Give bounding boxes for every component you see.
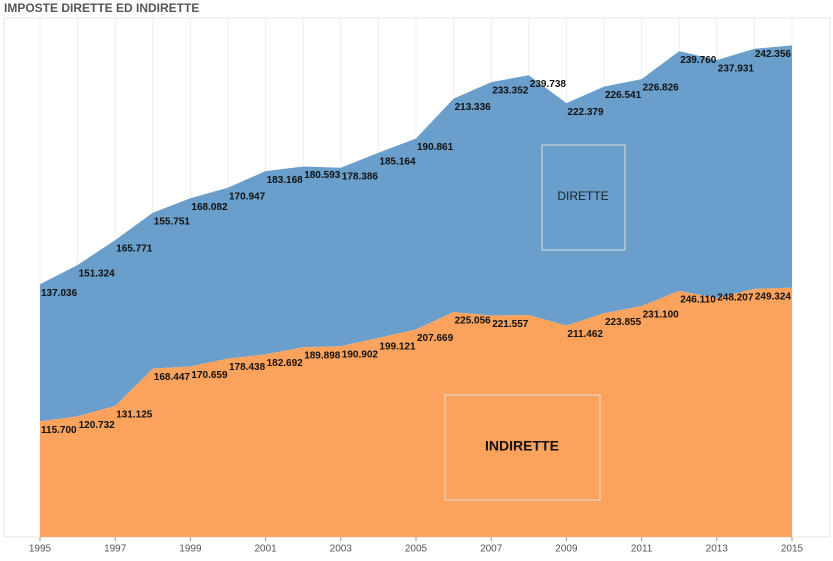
data-label: 170.659 bbox=[191, 370, 228, 381]
data-label: 199.121 bbox=[379, 342, 416, 353]
data-label: 207.669 bbox=[417, 333, 454, 344]
data-label: 225.056 bbox=[455, 316, 492, 327]
data-label: 168.082 bbox=[191, 202, 228, 213]
data-label: 178.386 bbox=[342, 171, 379, 182]
data-label: 190.902 bbox=[342, 350, 379, 361]
data-label: 115.700 bbox=[41, 425, 77, 436]
x-tick-label: 1995 bbox=[29, 544, 52, 555]
data-label: 151.324 bbox=[79, 269, 116, 280]
area bbox=[40, 45, 792, 422]
area bbox=[40, 287, 792, 537]
x-tick-label: 1997 bbox=[104, 544, 127, 555]
x-tick-label: 1999 bbox=[179, 544, 202, 555]
data-label: 178.438 bbox=[229, 362, 266, 373]
annotation-box bbox=[444, 394, 601, 501]
data-label: 249.324 bbox=[755, 291, 792, 302]
data-label: 233.352 bbox=[492, 86, 529, 97]
data-label: 189.898 bbox=[304, 351, 341, 362]
data-label: 120.732 bbox=[79, 420, 116, 431]
data-label: 185.164 bbox=[379, 156, 416, 167]
data-label: 222.379 bbox=[567, 107, 604, 118]
data-label: 226.541 bbox=[605, 90, 642, 101]
data-label: 182.692 bbox=[267, 358, 304, 369]
data-label: 223.855 bbox=[605, 317, 642, 328]
x-tick-label: 2001 bbox=[254, 544, 277, 555]
data-label: 170.947 bbox=[229, 191, 266, 202]
annotation-box bbox=[541, 144, 626, 251]
x-tick-label: 2013 bbox=[706, 544, 729, 555]
data-label: 165.771 bbox=[116, 244, 153, 255]
data-label: 239.738 bbox=[530, 79, 567, 90]
series-annotation: INDIRETTE bbox=[485, 438, 559, 454]
x-tick-label: 2003 bbox=[330, 544, 353, 555]
x-tick-label: 2009 bbox=[555, 544, 578, 555]
data-label: 248.207 bbox=[717, 292, 754, 303]
data-label: 211.462 bbox=[567, 329, 603, 340]
data-label: 183.168 bbox=[267, 175, 304, 186]
data-label: 239.760 bbox=[680, 55, 717, 66]
x-tick-label: 2007 bbox=[480, 544, 503, 555]
x-tick-label: 2015 bbox=[781, 544, 804, 555]
x-tick-label: 2005 bbox=[405, 544, 428, 555]
data-label: 246.110 bbox=[680, 295, 716, 306]
data-label: 190.861 bbox=[417, 142, 454, 153]
data-label: 237.931 bbox=[718, 64, 755, 75]
data-label: 221.557 bbox=[492, 319, 529, 330]
data-label: 213.336 bbox=[455, 102, 492, 113]
chart-title: IMPOSTE DIRETTE ED INDIRETTE bbox=[4, 1, 199, 15]
data-label: 137.036 bbox=[41, 288, 78, 299]
data-label: 226.826 bbox=[643, 83, 680, 94]
data-label: 168.447 bbox=[154, 372, 191, 383]
series-annotation: DIRETTE bbox=[557, 189, 608, 203]
data-label: 242.356 bbox=[755, 49, 792, 60]
data-label: 180.593 bbox=[304, 170, 341, 181]
data-label: 231.100 bbox=[643, 310, 680, 321]
data-label: 131.125 bbox=[116, 410, 153, 421]
x-tick-label: 2011 bbox=[631, 544, 653, 555]
data-label: 155.751 bbox=[154, 216, 191, 227]
